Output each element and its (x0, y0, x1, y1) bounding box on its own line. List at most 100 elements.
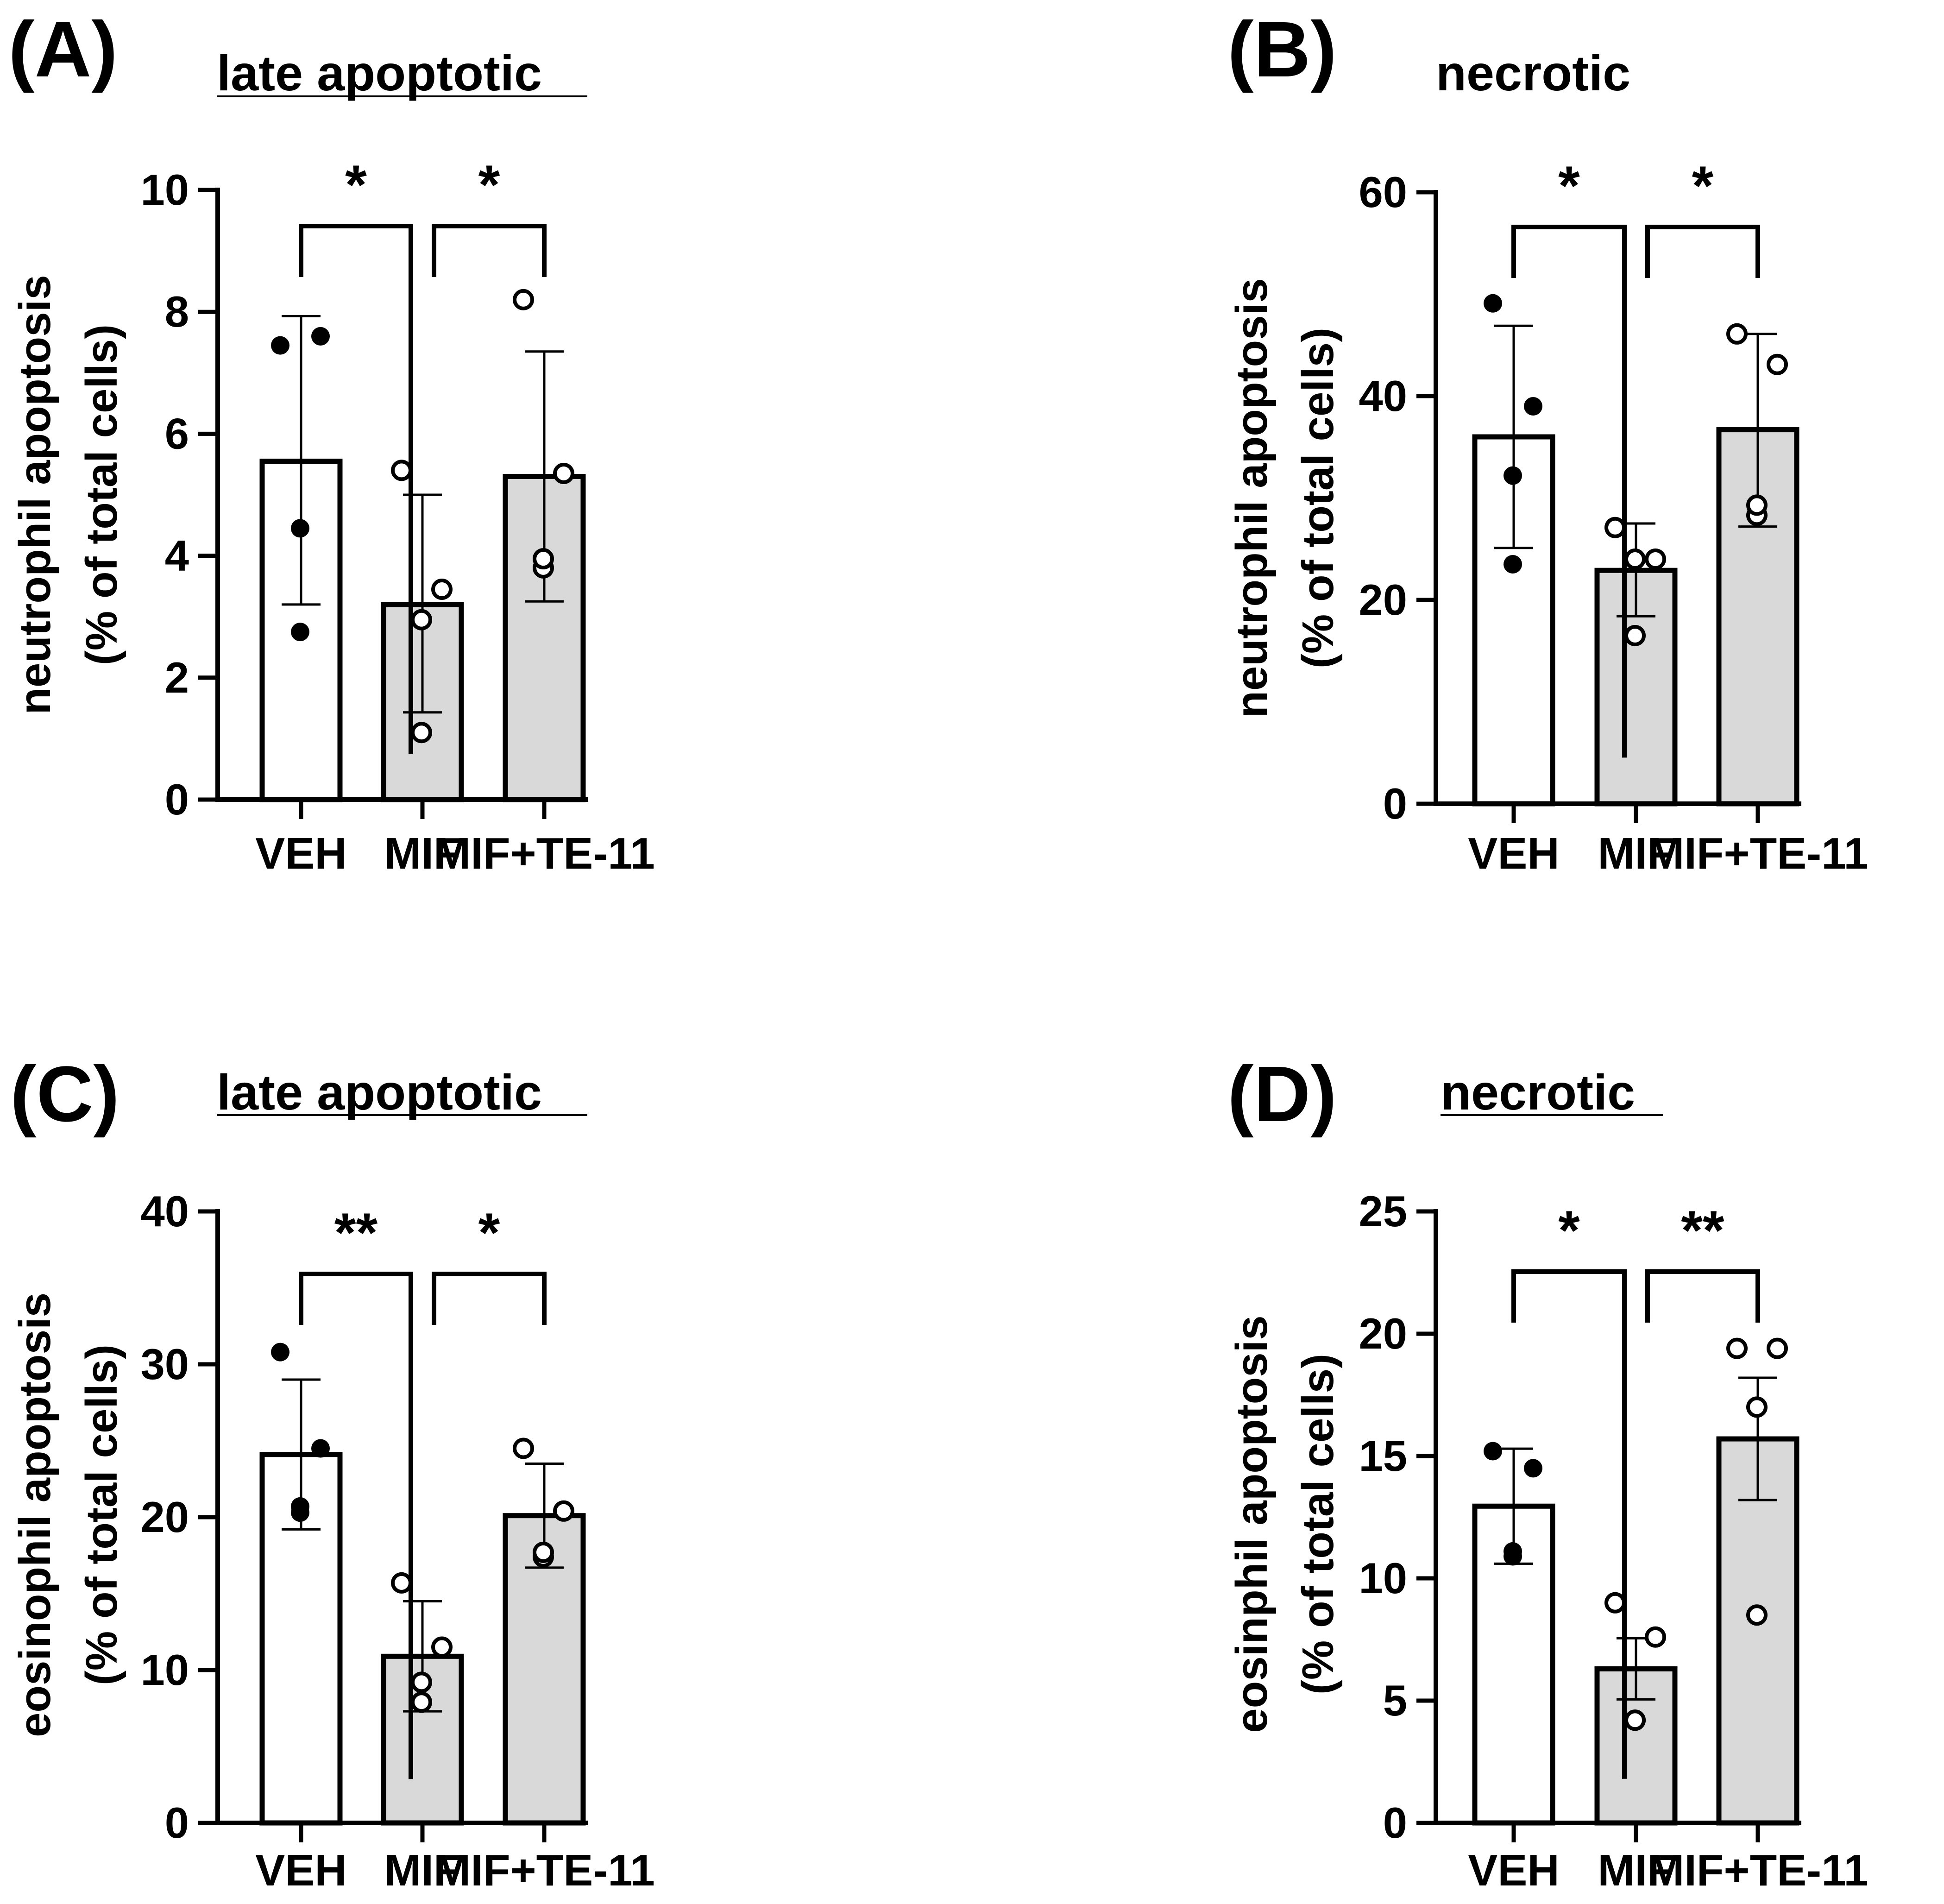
panel-d-ytick-label-3: 15 (1359, 1431, 1407, 1480)
panel-d-point-2-0 (1726, 1337, 1748, 1359)
panel-a-point-1-0 (391, 460, 412, 481)
panel-a-ylabel-line2: (% of total cells) (77, 324, 126, 665)
panel-b-label: (B) (1227, 6, 1337, 94)
panel-c-point-1-0 (391, 1572, 412, 1594)
panel-b-point-2-1 (1767, 353, 1788, 375)
panel-d-category-label-2: MIF+TE-11 (1647, 1846, 1868, 1895)
panel-c-ytick-label-2: 20 (140, 1493, 189, 1541)
panel-a-significance-1: * (478, 154, 500, 216)
panel-c-ytick-label-4: 40 (140, 1187, 189, 1236)
panel-a-point-0-1 (311, 327, 330, 346)
panel-b-ytick-label-3: 60 (1359, 168, 1407, 216)
panel-d-bracket-1 (1645, 1269, 1760, 1323)
panel-d-category-label-1: MIF (1598, 1846, 1674, 1895)
panel-c-point-1-2 (411, 1671, 432, 1693)
panel-b-point-2-0 (1726, 323, 1748, 345)
panel-b-ytick-label-2: 40 (1359, 372, 1407, 420)
panel-a-point-1-3 (411, 722, 432, 744)
panel-b-ylabel-line2: (% of total cells) (1293, 328, 1343, 668)
panel-c-ytick-label-0: 0 (165, 1798, 189, 1847)
panel-a-category-label-2: MIF+TE-11 (434, 829, 654, 878)
panel-c-point-0-3 (291, 1497, 309, 1516)
panel-b-category-label-2: MIF+TE-11 (1647, 829, 1868, 878)
panel-b-point-1-3 (1624, 625, 1646, 646)
panel-a-point-0-2 (291, 519, 309, 538)
panel-b-point-2-3 (1746, 494, 1768, 516)
panel-a-ytick-label-0: 0 (165, 775, 189, 824)
panel-a-category-label-1: MIF (384, 829, 460, 878)
panel-a-point-0-3 (291, 623, 309, 642)
panel-d-point-0-3 (1504, 1542, 1522, 1561)
panel-d-bar-2 (1716, 1436, 1799, 1826)
panel-b-title: necrotic (1436, 45, 1630, 101)
panel-d: (D) necrotic eosinphil apoptosis (% of t… (1227, 1050, 1869, 1895)
panel-d-bracket-0 (1511, 1269, 1627, 1779)
panel-d-ytick-label-1: 5 (1383, 1676, 1407, 1725)
panel-a-point-2-3 (533, 548, 554, 570)
panel-c-significance-1: * (478, 1202, 500, 1264)
panel-d-point-1-1 (1645, 1626, 1666, 1648)
panel-c-ylabel-line2: (% of total cells) (77, 1344, 126, 1685)
panel-d-point-2-1 (1767, 1337, 1788, 1359)
panel-d-significance-0: * (1558, 1199, 1580, 1261)
panel-a-bracket-1 (432, 224, 547, 277)
panel-d-ylabel-line2: (% of total cells) (1293, 1354, 1343, 1695)
panel-a-ylabel-line1: neutrophil apoptosis (10, 275, 60, 714)
panel-c-bracket-1 (432, 1272, 547, 1325)
panel-d-label: (D) (1227, 1050, 1337, 1138)
panel-d-ytick-label-0: 0 (1383, 1798, 1407, 1847)
panel-b-category-label-1: MIF (1598, 829, 1674, 878)
panel-a-ytick-label-1: 2 (165, 653, 189, 702)
panel-d-point-0-0 (1484, 1442, 1502, 1461)
panel-d-category-label-0: VEH (1468, 1846, 1559, 1895)
panel-c-ytick-label-1: 10 (140, 1646, 189, 1694)
panel-a-ytick-label-5: 10 (140, 165, 189, 214)
panel-c-point-0-1 (311, 1439, 330, 1458)
panel-d-ylabel-line1: eosinphil apoptosis (1227, 1315, 1277, 1733)
panel-a-point-2-1 (553, 462, 574, 484)
panel-b-ylabel-line1: neutrophil apoptosis (1227, 278, 1277, 718)
panel-a-bracket-0 (299, 224, 413, 754)
panel-d-ytick-label-2: 10 (1359, 1554, 1407, 1602)
panel-a-ytick-label-4: 8 (165, 287, 189, 336)
panel-d-title: necrotic (1441, 1064, 1635, 1120)
panel-a-point-0-0 (271, 336, 289, 355)
panel-a-point-2-0 (513, 289, 534, 310)
panel-d-bar-1 (1594, 1666, 1678, 1826)
panel-a-label: (A) (8, 6, 118, 94)
panel-b-point-0-0 (1484, 294, 1502, 313)
panel-c-category-label-0: VEH (255, 1846, 346, 1895)
panel-b-point-0-1 (1524, 397, 1542, 416)
panel-b-point-1-0 (1604, 517, 1626, 538)
panel-a-point-1-1 (431, 578, 453, 600)
panel-a-significance-0: * (345, 154, 367, 216)
panel-d-point-2-3 (1746, 1604, 1768, 1626)
panel-c-ytick-label-3: 30 (140, 1340, 189, 1388)
panel-c-label: (C) (10, 1050, 120, 1138)
panel-c-category-label-1: MIF (384, 1846, 460, 1895)
panel-c-point-2-1 (553, 1500, 574, 1522)
panel-b-ytick-label-1: 20 (1359, 575, 1407, 624)
panel-b-bracket-0 (1511, 225, 1627, 758)
panel-b-point-1-2 (1624, 549, 1646, 570)
panel-c-significance-0: ** (334, 1202, 378, 1264)
panel-b-significance-1: * (1692, 155, 1714, 217)
panel-b-category-label-0: VEH (1468, 829, 1559, 878)
panel-c-point-1-1 (431, 1636, 453, 1658)
panel-c-point-1-3 (411, 1691, 432, 1713)
panel-d-point-2-2 (1746, 1396, 1768, 1418)
panel-a-category-label-0: VEH (255, 829, 346, 878)
panel-a-ytick-label-2: 4 (165, 531, 189, 580)
panel-d-ytick-label-5: 25 (1359, 1187, 1407, 1236)
panel-c-bracket-0 (299, 1272, 413, 1779)
panel-b-point-0-2 (1504, 466, 1522, 485)
panel-b-point-1-1 (1645, 549, 1666, 570)
panel-d-point-1-3 (1624, 1709, 1646, 1731)
panel-b-significance-0: * (1558, 155, 1580, 217)
panel-c-point-2-3 (533, 1541, 554, 1563)
